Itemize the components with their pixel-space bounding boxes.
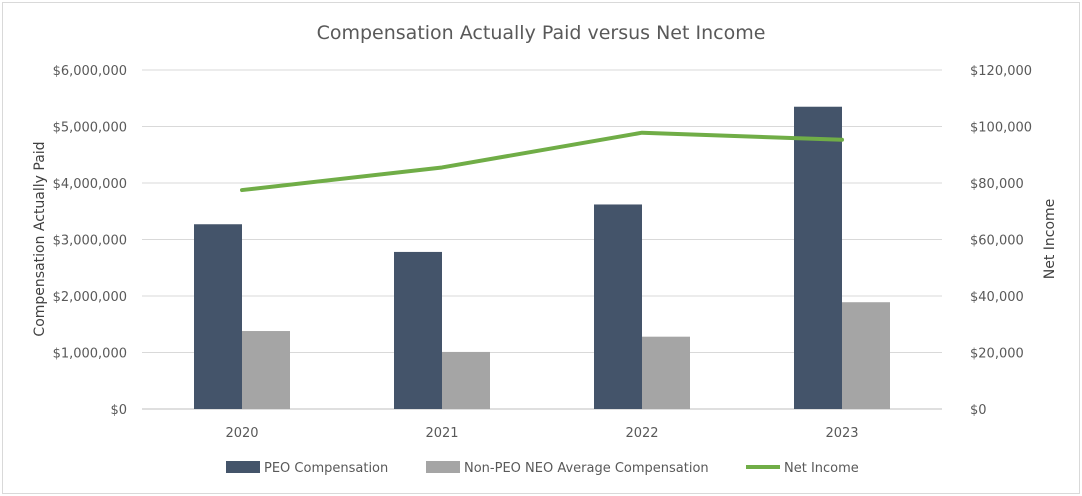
bar-non-peo-neo-average xyxy=(642,336,690,409)
legend-label: Net Income xyxy=(784,461,859,476)
net-income-line xyxy=(240,130,844,193)
x-tick-label: 2023 xyxy=(825,426,858,441)
right-tick-label: $100,000 xyxy=(970,121,1032,136)
left-axis-ticks: $0 $1,000,000 $2,000,000 $3,000,000 $4,000,0… xyxy=(53,64,127,418)
legend-label: PEO Compensation xyxy=(264,461,388,476)
right-axis-title: Net Income xyxy=(1042,199,1058,280)
left-tick-label: $2,000,000 xyxy=(53,290,127,305)
bar-peo-compensation xyxy=(394,251,442,409)
x-tick-label: 2020 xyxy=(225,426,258,441)
x-tick-label: 2022 xyxy=(625,426,658,441)
legend-swatch xyxy=(226,461,260,473)
bar-non-peo-neo-average xyxy=(442,351,490,409)
left-tick-label: $0 xyxy=(110,403,127,418)
legend-swatch xyxy=(426,461,460,473)
bar-peo-compensation xyxy=(594,204,642,409)
right-tick-label: $20,000 xyxy=(970,347,1024,362)
right-tick-label: $0 xyxy=(970,403,987,418)
bar-non-peo-neo-average xyxy=(242,331,290,409)
left-tick-label: $6,000,000 xyxy=(53,64,127,79)
bar-peo-compensation xyxy=(194,224,242,409)
left-tick-label: $5,000,000 xyxy=(53,121,127,136)
left-axis-title: Compensation Actually Paid xyxy=(32,141,48,336)
bars xyxy=(194,106,890,409)
left-tick-label: $4,000,000 xyxy=(53,177,127,192)
right-tick-label: $40,000 xyxy=(970,290,1024,305)
right-tick-label: $120,000 xyxy=(970,64,1032,79)
right-axis-ticks: $0 $20,000 $40,000 $60,000 $80,000 $100,000 $1… xyxy=(970,64,1032,418)
right-tick-label: $60,000 xyxy=(970,234,1024,249)
legend: PEO Compensation Non-PEO NEO Average Comp… xyxy=(226,461,859,476)
chart-title: Compensation Actually Paid versus Net In… xyxy=(317,22,766,44)
x-axis-ticks: 2020 2021 2022 2023 xyxy=(225,426,858,441)
bar-non-peo-neo-average xyxy=(842,302,890,409)
right-tick-label: $80,000 xyxy=(970,177,1024,192)
bar-peo-compensation xyxy=(794,106,842,409)
legend-label: Non-PEO NEO Average Compensation xyxy=(464,461,709,476)
x-tick-label: 2021 xyxy=(425,426,458,441)
left-tick-label: $1,000,000 xyxy=(53,347,127,362)
net-income-line-group xyxy=(240,130,844,193)
left-tick-label: $3,000,000 xyxy=(53,234,127,249)
